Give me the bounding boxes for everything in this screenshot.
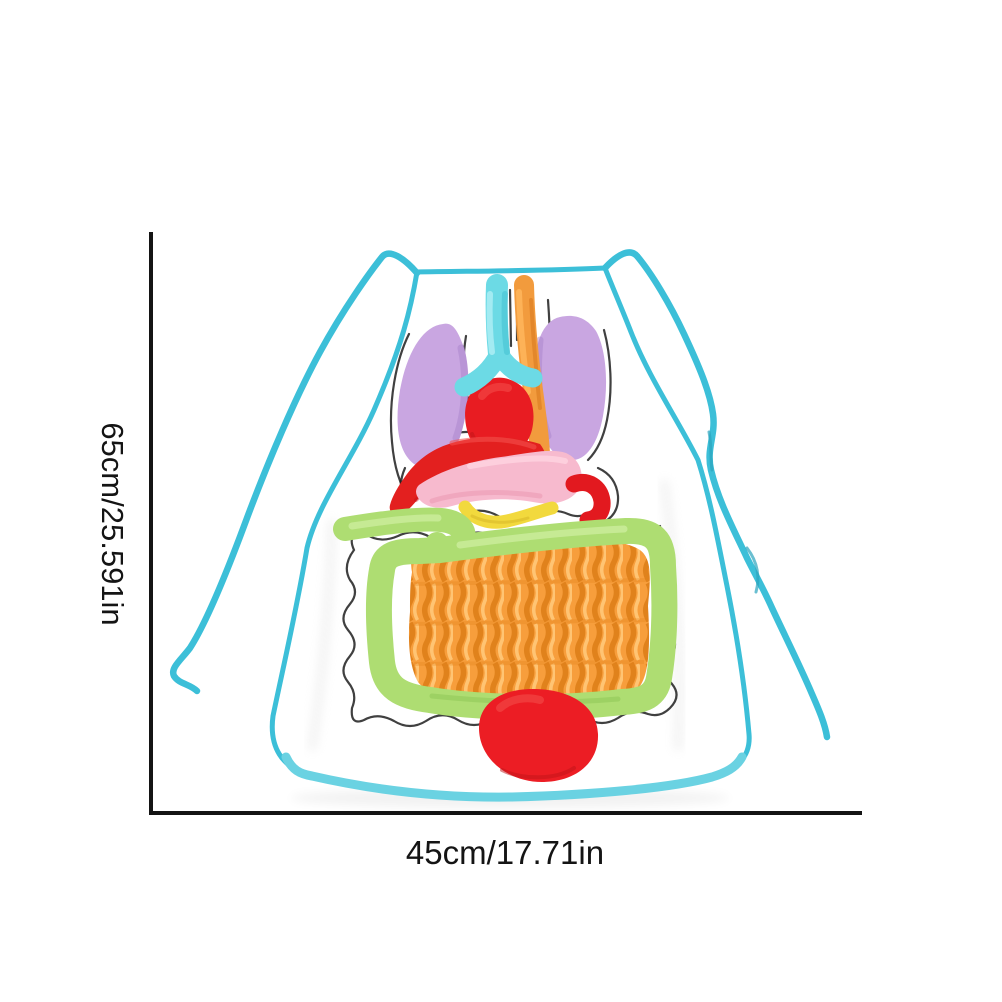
apron-bottom-binding: [281, 752, 747, 802]
bladder: [479, 688, 599, 783]
heart-highlight: [478, 382, 512, 400]
small-intestine-row-line-2: [411, 618, 649, 626]
print-trachea-line-1: [508, 288, 513, 348]
waist-tie-right-twist: [745, 546, 760, 594]
print-spleen-outline: [596, 466, 620, 524]
spleen: [565, 474, 611, 529]
trachea-right-branch: [489, 344, 543, 388]
stomach-shade: [429, 490, 543, 504]
bladder-highlight: [496, 694, 544, 712]
apron-ties: [169, 249, 831, 741]
esophagus-tube: [514, 275, 550, 463]
esophagus-shade: [529, 298, 542, 410]
plush-organs: [333, 274, 678, 783]
stomach-highlight: [467, 455, 568, 469]
large-intestine-highlight-top: [456, 525, 628, 549]
left-lung-body: [397, 323, 469, 469]
small-intestine: [408, 539, 650, 701]
print-right-lung-outline: [586, 328, 612, 462]
trachea: [454, 274, 543, 397]
trachea-shade: [501, 291, 510, 355]
small-intestine-ruffles: [408, 539, 650, 701]
height-dimension-label: 65cm/25.591in: [95, 422, 130, 626]
bladder-body: [479, 688, 599, 783]
waist-tie-left: [169, 250, 421, 695]
fabric-crease-left: [308, 519, 336, 751]
small-intestine-row-line-1: [413, 578, 647, 586]
gallbladder: [458, 500, 559, 529]
large-intestine-highlight-inlet: [348, 514, 442, 530]
trachea-main: [485, 274, 510, 365]
right-lung-body: [533, 315, 607, 461]
bladder-shade: [500, 766, 576, 780]
gallbladder-shade: [470, 514, 530, 524]
small-intestine-row-line-3: [413, 660, 645, 666]
waist-tie-right-twist-upper: [707, 430, 714, 472]
trachea-highlight: [486, 291, 495, 355]
liver-highlight: [449, 436, 537, 450]
stomach: [416, 450, 582, 508]
width-dimension-label: 45cm/17.71in: [405, 834, 605, 871]
